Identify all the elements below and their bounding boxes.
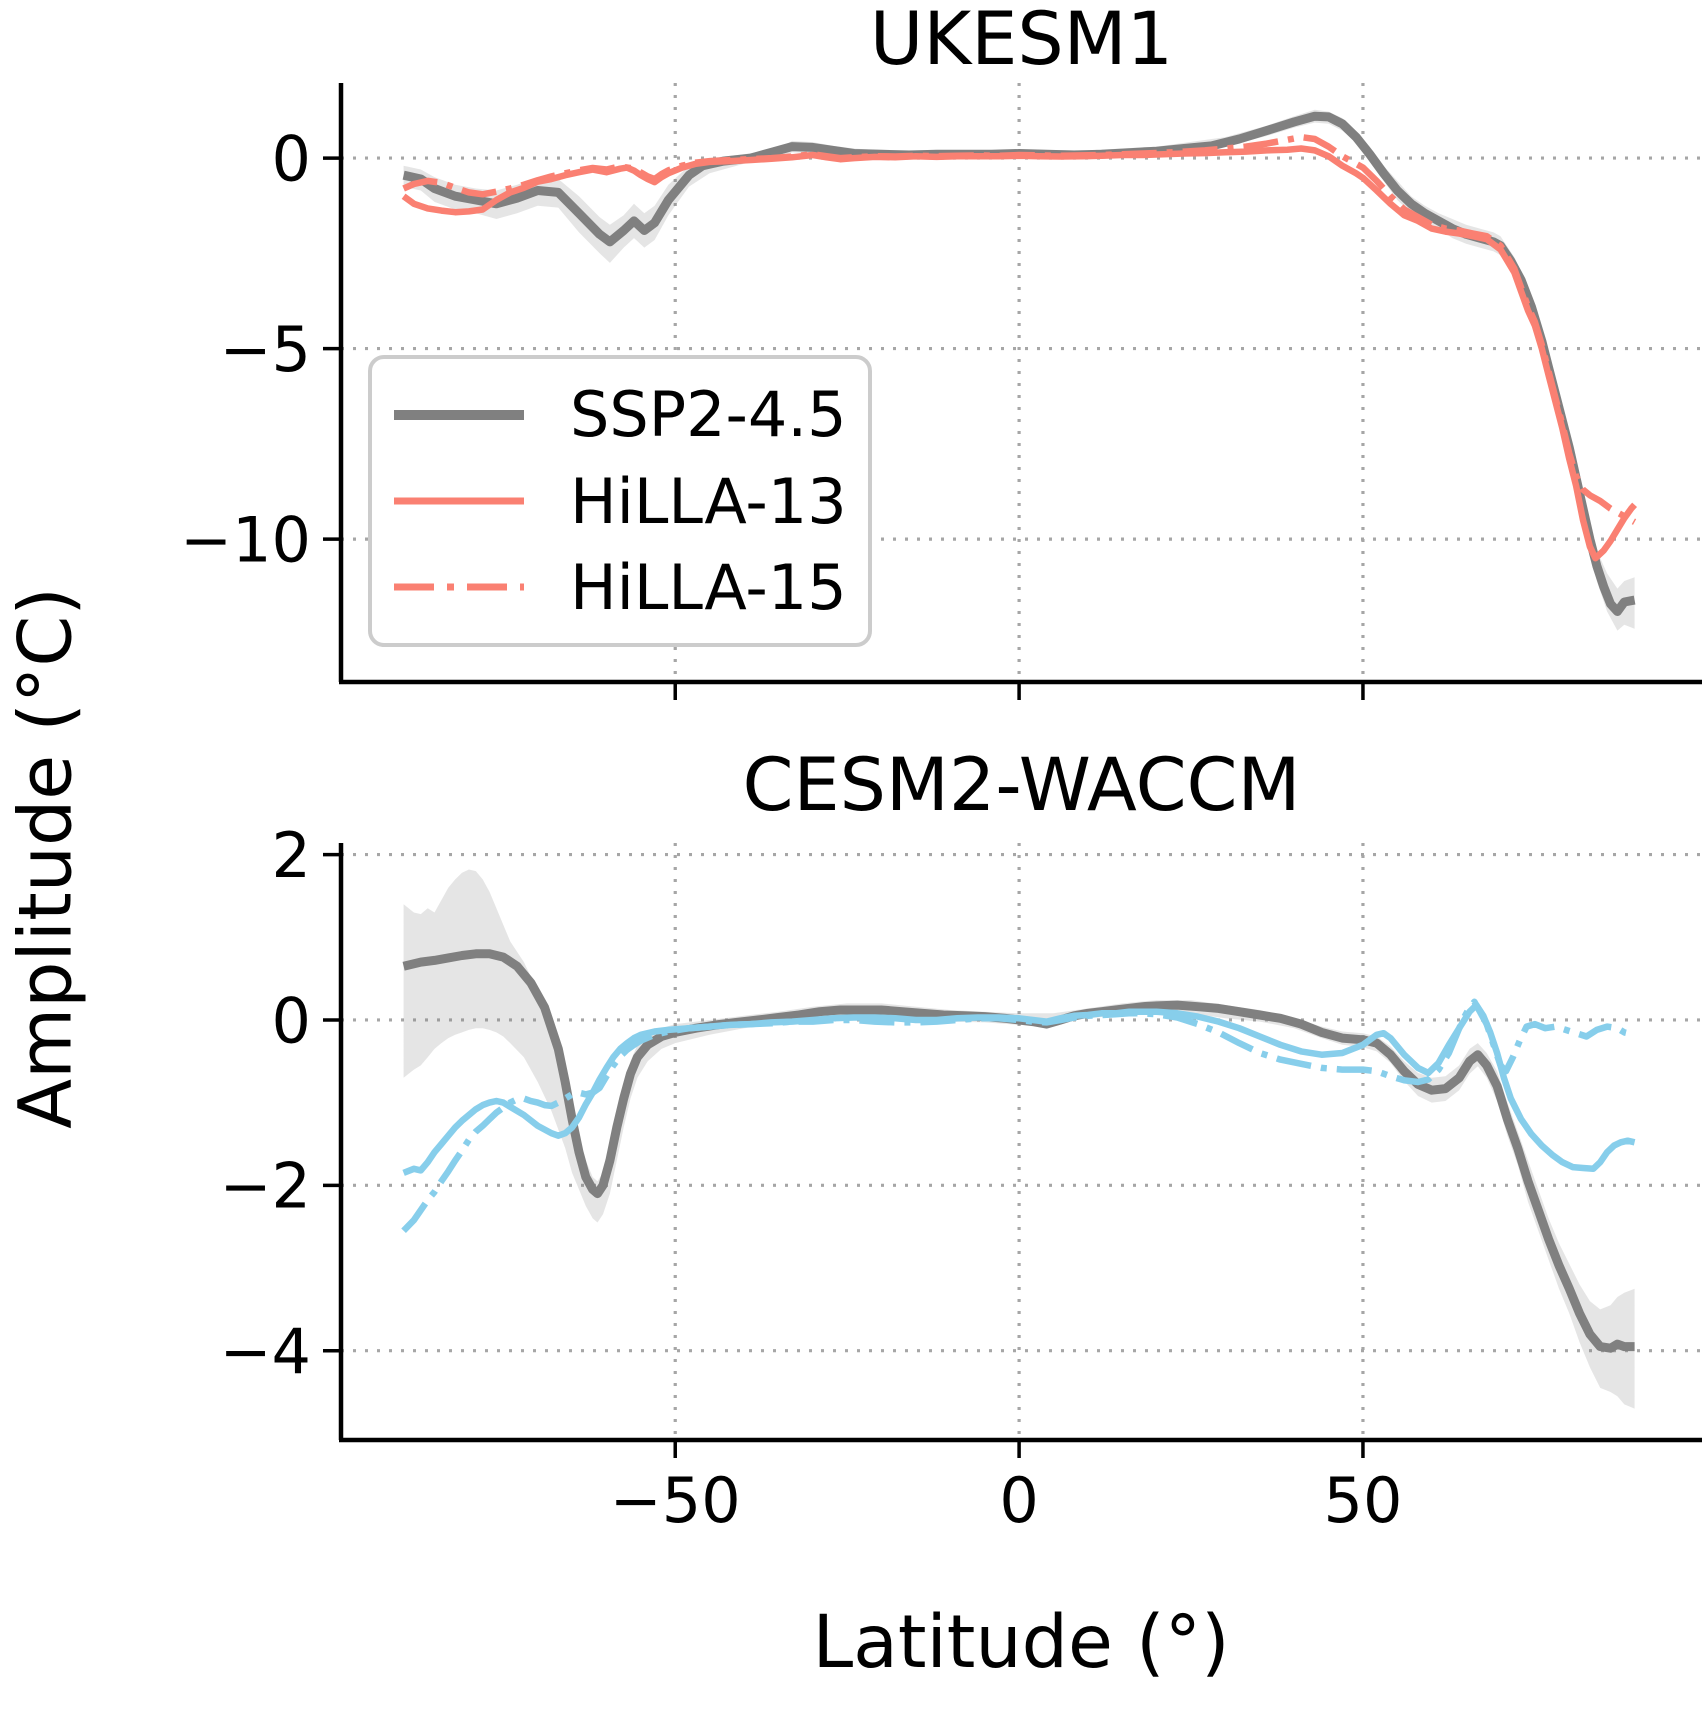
y-tick-label: −4: [220, 1315, 311, 1388]
axes-0: 0 −5 −10: [180, 83, 1702, 700]
y-tick-label: 2: [272, 819, 311, 892]
x-tick-label: 50: [1324, 1464, 1403, 1537]
axes-1: 2 0 −2 −4 −50 0 50: [220, 819, 1702, 1537]
y-tick-label: 0: [272, 984, 311, 1057]
y-tick-label: −5: [220, 313, 311, 386]
bottom-chart-title: CESM2-WACCM: [742, 743, 1301, 828]
legend-item-ssp245: SSP2-4.5: [392, 378, 856, 451]
y-axis-label: Amplitude (°C): [3, 587, 89, 1129]
y-tick-label: −2: [220, 1150, 311, 1223]
x-axis-label: Latitude (°): [812, 1600, 1230, 1685]
legend-line-sample-ssp245: [394, 409, 524, 420]
y-tick-label: 0: [272, 122, 311, 195]
legend-item-hilla15: HiLLA-15: [392, 551, 856, 624]
ssp245-uncertainty-band: [403, 869, 1635, 1409]
legend-label-hilla13: HiLLA-13: [570, 464, 847, 538]
legend-line-sample-hilla15: [394, 583, 524, 591]
x-tick-label: −50: [610, 1464, 741, 1537]
series-line-HiLLA-15: [402, 133, 1637, 525]
legend-label-hilla15: HiLLA-15: [570, 550, 847, 624]
series-line-HiLLA-15: [401, 998, 1636, 1234]
legend-item-hilla13: HiLLA-13: [392, 465, 856, 538]
series-line-HiLLA-13: [402, 1001, 1636, 1176]
x-tick-label: 0: [999, 1464, 1038, 1537]
legend: SSP2-4.5 HiLLA-13 HiLLA-15: [368, 355, 872, 647]
legend-label-ssp245: SSP2-4.5: [570, 378, 847, 452]
top-chart-title: UKESM1: [869, 0, 1174, 82]
legend-line-sample-hilla13: [394, 497, 524, 505]
y-tick-label: −10: [180, 503, 311, 576]
